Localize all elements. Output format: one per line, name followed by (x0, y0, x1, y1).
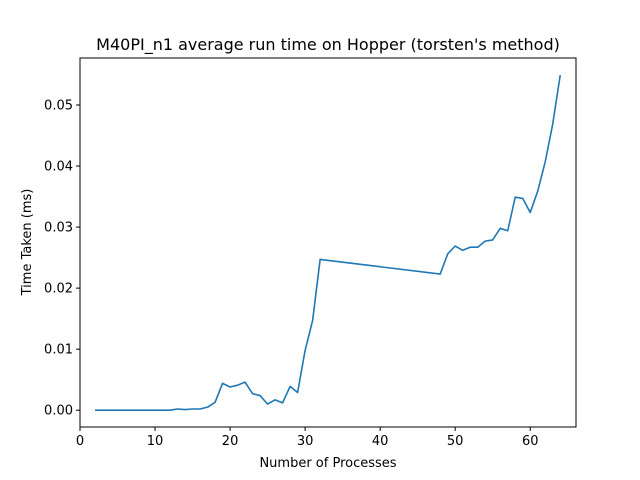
axes-frame (79, 57, 577, 428)
y-tick-label: 0.05 (44, 99, 73, 114)
x-tick-label: 20 (222, 434, 239, 449)
x-axis-label: Number of Processes (259, 456, 396, 471)
x-tick-label: 30 (297, 434, 314, 449)
y-tick-label: 0.00 (44, 404, 73, 419)
x-tick-label: 40 (372, 434, 389, 449)
x-tick-label: 60 (522, 434, 539, 449)
x-axis-ticks: 0 10 20 30 40 50 60 (76, 427, 539, 449)
plot-area (95, 74, 562, 412)
x-tick-label: 10 (147, 434, 164, 449)
y-axis-label: Time Taken (ms) (20, 189, 35, 297)
x-tick-label: 50 (447, 434, 464, 449)
y-tick-label: 0.02 (44, 282, 73, 297)
x-tick-label: 0 (76, 434, 84, 449)
y-tick-label: 0.04 (44, 160, 73, 175)
chart-title: M40PI_n1 average run time on Hopper (tor… (96, 35, 560, 55)
y-tick-label: 0.03 (44, 221, 73, 236)
y-axis-ticks: 0.00 0.01 0.02 0.03 0.04 0.05 (44, 99, 80, 419)
series-line (95, 74, 562, 412)
y-tick-label: 0.01 (44, 343, 73, 358)
